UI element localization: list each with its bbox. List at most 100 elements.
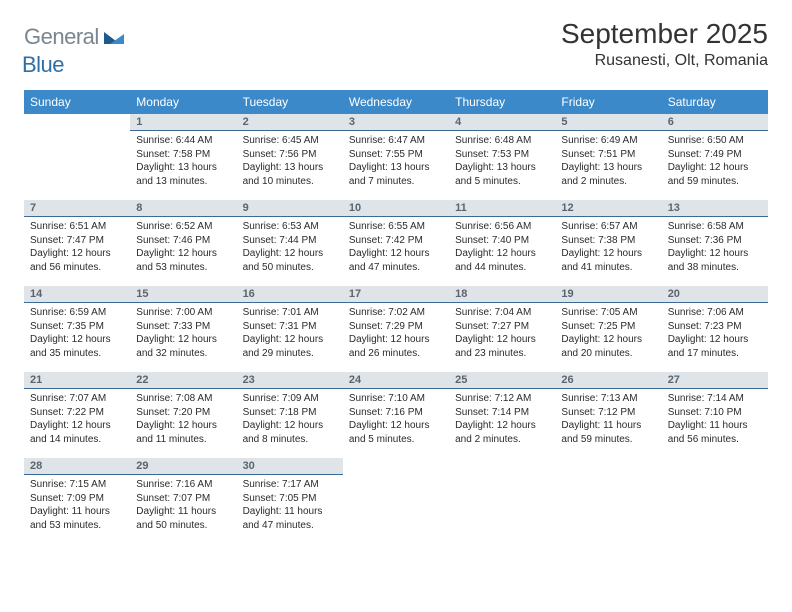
day-info-line: and 17 minutes. [668,347,762,361]
day-number: 14 [24,286,130,303]
day-info: Sunrise: 7:15 AMSunset: 7:09 PMDaylight:… [24,475,130,532]
weekday-header: Thursday [449,90,555,114]
day-info-line: Sunrise: 6:55 AM [349,220,443,234]
day-info-line: Daylight: 12 hours [243,247,337,261]
calendar-day-cell [662,458,768,544]
day-info-line: and 26 minutes. [349,347,443,361]
calendar-day-cell: 13Sunrise: 6:58 AMSunset: 7:36 PMDayligh… [662,200,768,286]
day-number: 11 [449,200,555,217]
day-info: Sunrise: 6:48 AMSunset: 7:53 PMDaylight:… [449,131,555,188]
calendar-day-cell: 30Sunrise: 7:17 AMSunset: 7:05 PMDayligh… [237,458,343,544]
day-info-line: Sunrise: 6:52 AM [136,220,230,234]
brand-triangle-icon [104,28,124,49]
day-info-line: Daylight: 12 hours [136,333,230,347]
day-info-line: Daylight: 11 hours [243,505,337,519]
day-info-line: Sunrise: 7:05 AM [561,306,655,320]
day-info-line: Sunset: 7:22 PM [30,406,124,420]
day-info: Sunrise: 6:57 AMSunset: 7:38 PMDaylight:… [555,217,661,274]
calendar-table: Sunday Monday Tuesday Wednesday Thursday… [24,90,768,544]
brand-text-1: General [24,24,99,50]
day-number: 28 [24,458,130,475]
day-number: 24 [343,372,449,389]
day-info-line: Sunset: 7:07 PM [136,492,230,506]
day-info-line: Sunset: 7:55 PM [349,148,443,162]
day-number: 23 [237,372,343,389]
calendar-day-cell: 15Sunrise: 7:00 AMSunset: 7:33 PMDayligh… [130,286,236,372]
day-info-line: Sunset: 7:05 PM [243,492,337,506]
day-info-line: Daylight: 11 hours [30,505,124,519]
calendar-day-cell: 7Sunrise: 6:51 AMSunset: 7:47 PMDaylight… [24,200,130,286]
calendar-week-row: 1Sunrise: 6:44 AMSunset: 7:58 PMDaylight… [24,114,768,200]
day-number: 20 [662,286,768,303]
day-number: 3 [343,114,449,131]
day-info-line: Sunset: 7:35 PM [30,320,124,334]
day-number: 30 [237,458,343,475]
calendar-page: General September 2025 Rusanesti, Olt, R… [0,0,792,612]
calendar-day-cell: 6Sunrise: 6:50 AMSunset: 7:49 PMDaylight… [662,114,768,200]
day-info-line: and 59 minutes. [561,433,655,447]
day-info: Sunrise: 6:44 AMSunset: 7:58 PMDaylight:… [130,131,236,188]
day-info-line: Sunrise: 6:53 AM [243,220,337,234]
day-info-line: Sunset: 7:31 PM [243,320,337,334]
day-info-line: Daylight: 12 hours [136,247,230,261]
weekday-header: Monday [130,90,236,114]
day-info-line: and 50 minutes. [243,261,337,275]
day-info-line: Daylight: 12 hours [349,419,443,433]
day-info-line: Sunset: 7:47 PM [30,234,124,248]
day-info-line: Sunset: 7:16 PM [349,406,443,420]
calendar-day-cell: 21Sunrise: 7:07 AMSunset: 7:22 PMDayligh… [24,372,130,458]
day-number: 1 [130,114,236,131]
day-number: 17 [343,286,449,303]
day-info-line: Sunset: 7:29 PM [349,320,443,334]
calendar-day-cell: 5Sunrise: 6:49 AMSunset: 7:51 PMDaylight… [555,114,661,200]
day-number: 5 [555,114,661,131]
day-info-line: and 29 minutes. [243,347,337,361]
day-info: Sunrise: 7:16 AMSunset: 7:07 PMDaylight:… [130,475,236,532]
day-info-line: and 11 minutes. [136,433,230,447]
calendar-day-cell: 29Sunrise: 7:16 AMSunset: 7:07 PMDayligh… [130,458,236,544]
calendar-day-cell [24,114,130,200]
title-area: September 2025 Rusanesti, Olt, Romania [561,18,768,70]
day-info-line: and 23 minutes. [455,347,549,361]
day-number: 12 [555,200,661,217]
day-info-line: Sunrise: 6:57 AM [561,220,655,234]
day-number: 7 [24,200,130,217]
day-info: Sunrise: 6:49 AMSunset: 7:51 PMDaylight:… [555,131,661,188]
day-info-line: Daylight: 12 hours [561,247,655,261]
day-info-line: Sunrise: 7:01 AM [243,306,337,320]
calendar-day-cell: 3Sunrise: 6:47 AMSunset: 7:55 PMDaylight… [343,114,449,200]
day-info-line: and 5 minutes. [455,175,549,189]
day-info-line: Sunrise: 6:58 AM [668,220,762,234]
day-info: Sunrise: 7:02 AMSunset: 7:29 PMDaylight:… [343,303,449,360]
calendar-week-row: 14Sunrise: 6:59 AMSunset: 7:35 PMDayligh… [24,286,768,372]
day-info-line: Sunrise: 7:07 AM [30,392,124,406]
calendar-day-cell: 11Sunrise: 6:56 AMSunset: 7:40 PMDayligh… [449,200,555,286]
day-number: 16 [237,286,343,303]
calendar-day-cell: 14Sunrise: 6:59 AMSunset: 7:35 PMDayligh… [24,286,130,372]
day-info-line: Sunset: 7:36 PM [668,234,762,248]
day-info-line: Sunset: 7:51 PM [561,148,655,162]
weekday-header: Sunday [24,90,130,114]
calendar-day-cell: 27Sunrise: 7:14 AMSunset: 7:10 PMDayligh… [662,372,768,458]
day-info-line: Sunrise: 6:49 AM [561,134,655,148]
day-info-line: Daylight: 11 hours [561,419,655,433]
day-info-line: Sunset: 7:27 PM [455,320,549,334]
day-info-line: Sunrise: 7:08 AM [136,392,230,406]
brand-text-2: Blue [22,52,64,77]
day-info-line: and 53 minutes. [136,261,230,275]
day-info-line: and 41 minutes. [561,261,655,275]
day-info-line: Sunset: 7:44 PM [243,234,337,248]
day-info-line: Daylight: 13 hours [455,161,549,175]
day-info-line: Sunrise: 7:02 AM [349,306,443,320]
day-info-line: Sunset: 7:49 PM [668,148,762,162]
calendar-day-cell: 4Sunrise: 6:48 AMSunset: 7:53 PMDaylight… [449,114,555,200]
day-info-line: Sunset: 7:58 PM [136,148,230,162]
day-info-line: Sunset: 7:53 PM [455,148,549,162]
day-info: Sunrise: 6:51 AMSunset: 7:47 PMDaylight:… [24,217,130,274]
day-info: Sunrise: 7:08 AMSunset: 7:20 PMDaylight:… [130,389,236,446]
day-info: Sunrise: 7:06 AMSunset: 7:23 PMDaylight:… [662,303,768,360]
day-info-line: Sunrise: 6:44 AM [136,134,230,148]
day-info-line: Sunset: 7:40 PM [455,234,549,248]
day-number: 4 [449,114,555,131]
day-info-line: Sunrise: 7:13 AM [561,392,655,406]
